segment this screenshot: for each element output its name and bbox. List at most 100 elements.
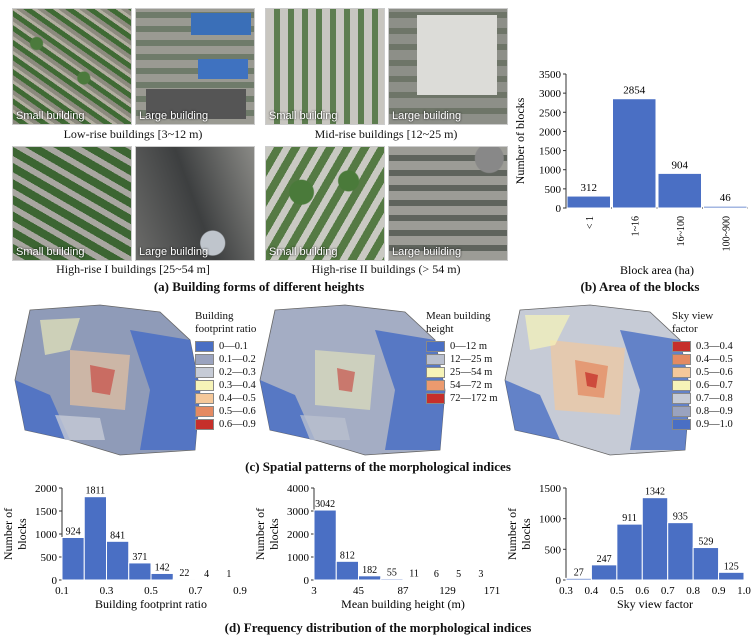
bar: [703, 205, 748, 209]
bar: [83, 496, 107, 581]
legend-swatch: [426, 367, 445, 378]
panel-a-title: (a) Building forms of different heights: [153, 279, 365, 294]
legend-swatch: [426, 380, 445, 391]
photo-high-rise-2-large: Large building: [388, 146, 508, 261]
y-axis-label: blocks: [15, 518, 29, 550]
legend-item: 0.8—0.9: [672, 405, 733, 418]
photo-tag: Large building: [139, 246, 209, 258]
data-label: 312: [581, 182, 598, 194]
bar: [106, 540, 130, 581]
legend-label: 0.5—0.6: [219, 406, 256, 417]
y-tick-label: 500: [545, 184, 562, 196]
bar: [128, 562, 152, 581]
data-label: 911: [622, 513, 637, 524]
caption-high-rise-2: High-rise II buildings (> 54 m): [311, 262, 461, 276]
data-label: 1342: [645, 487, 665, 498]
legend-title: Sky view factor: [672, 310, 733, 336]
y-tick-label: 0: [304, 575, 310, 587]
data-label: 1: [226, 569, 231, 580]
legend-item: 0.5—0.6: [672, 366, 733, 379]
legend-label: 0.4—0.5: [696, 354, 733, 365]
photo-mid-rise-small: Small building: [265, 8, 385, 125]
legend-swatch: [195, 406, 214, 417]
x-axis-label: Building footprint ratio: [95, 597, 207, 611]
legend-swatch: [195, 380, 214, 391]
bar: [358, 575, 382, 581]
legend-swatch: [672, 354, 691, 365]
legend-label: 0.3—0.4: [696, 341, 733, 352]
y-axis-label: blocks: [519, 518, 533, 550]
legend-label: 0.2—0.3: [219, 367, 256, 378]
photo-tag: Small building: [269, 246, 338, 258]
data-label: 182: [362, 565, 377, 576]
data-label: 5: [456, 569, 461, 580]
x-tick-label: 0.7: [661, 585, 675, 597]
data-label: 46: [720, 192, 732, 204]
legend-label: 0.7—0.8: [696, 393, 733, 404]
y-tick-label: 500: [41, 552, 58, 564]
legend-sky-view: Sky view factor 0.3—0.4 0.4—0.5 0.5—0.6 0.6—0…: [672, 310, 733, 431]
photo-high-rise-1-large: Large building: [135, 146, 255, 261]
legend-label: 0.4—0.5: [219, 393, 256, 404]
data-label: 2854: [623, 85, 646, 97]
legend-footprint-ratio: Building footprint ratio 0—0.1 0.1—0.2 0.2—0…: [195, 310, 256, 431]
legend-item: 0.6—0.9: [195, 418, 256, 431]
y-tick-label: 2000: [35, 483, 58, 495]
legend-item: 25—54 m: [426, 366, 498, 379]
data-label: 6: [434, 569, 439, 580]
data-label: 904: [672, 159, 689, 171]
bar: [313, 509, 337, 581]
data-label: 3042: [315, 499, 335, 510]
bar: [612, 98, 657, 209]
x-tick-label: 0.8: [686, 585, 700, 597]
photo-low-rise-small: Small building: [12, 8, 132, 125]
panel-b-title: (b) Area of the blocks: [580, 279, 700, 294]
bar: [641, 497, 669, 581]
x-tick-label: 129: [439, 585, 456, 597]
legend-item: 0.5—0.6: [195, 405, 256, 418]
bar: [61, 536, 85, 581]
data-label: 27: [574, 567, 584, 578]
y-tick-label: 0: [52, 575, 58, 587]
data-label: 22: [179, 568, 189, 579]
legend-label: 0—0.1: [219, 341, 248, 352]
photo-tag: Small building: [16, 110, 85, 122]
photo-tag: Large building: [139, 110, 209, 122]
legend-title-line: Building: [195, 310, 234, 322]
legend-swatch: [195, 393, 214, 404]
bar: [380, 578, 404, 581]
y-axis-label: Number of blocks: [513, 97, 527, 184]
data-label: 55: [387, 568, 397, 579]
legend-swatch: [672, 406, 691, 417]
legend-swatch: [195, 354, 214, 365]
bar: [172, 578, 196, 581]
x-tick-label: 0.5: [144, 585, 158, 597]
x-tick-label: 1.0: [737, 585, 751, 597]
legend-item: 0.2—0.3: [195, 366, 256, 379]
legend-swatch: [672, 393, 691, 404]
legend-swatch: [195, 367, 214, 378]
legend-title-line: Mean building: [426, 310, 491, 322]
data-label: 125: [724, 561, 739, 572]
legend-item: 0.7—0.8: [672, 392, 733, 405]
y-tick-label: 3000: [539, 88, 562, 100]
panel-c-title: (c) Spatial patterns of the morphologica…: [245, 459, 511, 474]
legend-label: 0.6—0.7: [696, 380, 733, 391]
y-tick-label: 3000: [287, 506, 310, 518]
x-axis-label: Mean building height (m): [341, 597, 465, 611]
photo-high-rise-1-small: Small building: [12, 146, 132, 261]
caption-low-rise: Low-rise buildings [3~12 m): [63, 127, 203, 141]
map-sky-view: [504, 304, 691, 456]
legend-swatch: [672, 380, 691, 391]
bar: [590, 564, 618, 581]
legend-swatch: [195, 341, 214, 352]
photo-high-rise-2-small: Small building: [265, 146, 385, 261]
data-label: 247: [597, 554, 612, 565]
legend-item: 0.9—1.0: [672, 418, 733, 431]
x-axis-label: Sky view factor: [617, 597, 693, 611]
legend-label: 0.1—0.2: [219, 354, 256, 365]
x-tick-label: 0.6: [635, 585, 649, 597]
bar: [667, 522, 694, 581]
legend-swatch: [672, 341, 691, 352]
legend-item: 0.3—0.4: [195, 379, 256, 392]
